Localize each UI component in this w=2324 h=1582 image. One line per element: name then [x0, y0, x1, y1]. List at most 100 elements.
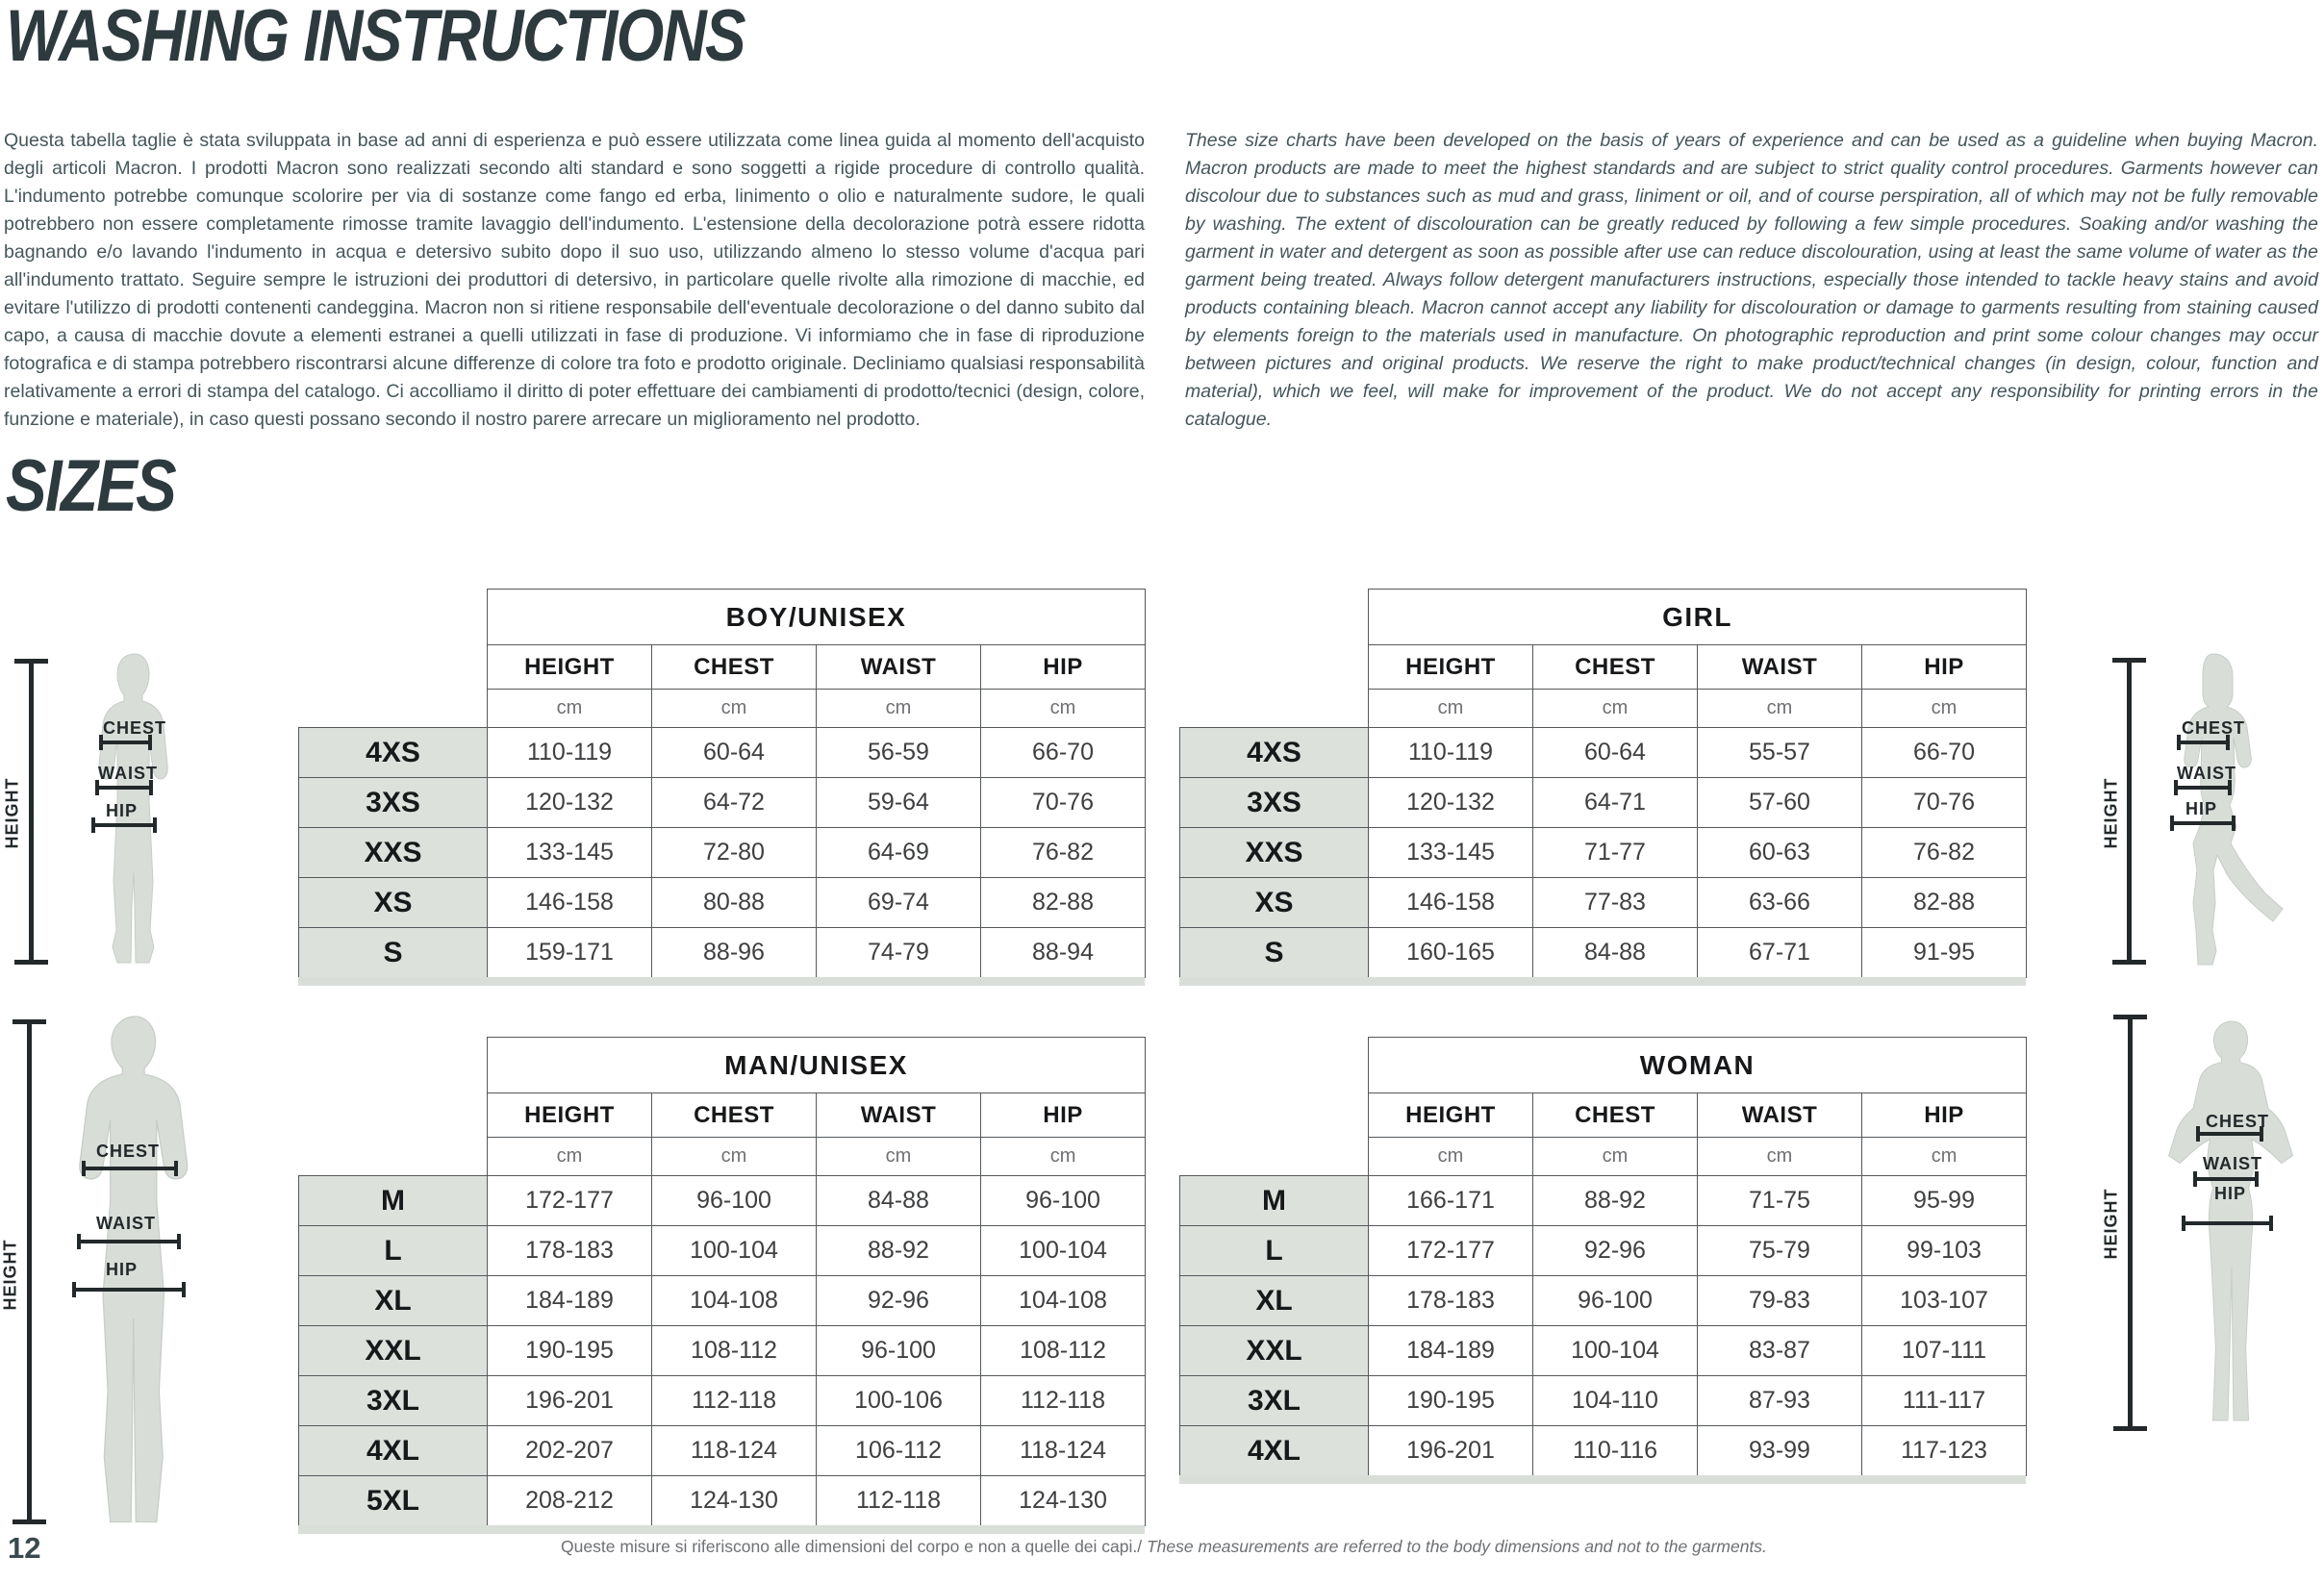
measurement-value: 110-119: [1368, 727, 1533, 778]
measurement-value: 108-112: [651, 1325, 817, 1376]
woman-silhouette: [2167, 1020, 2294, 1421]
measurement-value: 117-123: [1860, 1425, 2028, 1476]
column-header-chest: CHEST: [1532, 644, 1698, 690]
height-label: HEIGHT: [0, 1239, 20, 1311]
size-label: 3XS: [298, 777, 488, 828]
size-label: L: [298, 1225, 488, 1276]
table-corner-spacer: [298, 589, 488, 645]
measurement-value: 172-177: [487, 1175, 652, 1226]
unit-cell: cm: [1532, 689, 1698, 728]
measurement-value: 118-124: [979, 1425, 1147, 1476]
height-label: HEIGHT: [2, 777, 22, 849]
measurement-value: 107-111: [1860, 1325, 2028, 1376]
table-row: XXL 184-189 100-104 83-87 107-111: [1179, 1325, 2028, 1376]
man-measurement-figure: HEIGHT CHEST WAIST HIP: [0, 1010, 260, 1534]
measurement-value: 111-117: [1860, 1375, 2028, 1426]
size-table-host-junior-boy: BOY/UNISEX HEIGHT CHEST WAIST HIP cm cm cm cm 4XS…: [298, 589, 1147, 978]
chest-label: CHEST: [96, 1142, 161, 1161]
measurement-value: 146-158: [1368, 877, 1533, 928]
height-measure-line: [14, 659, 48, 965]
table-row: 4XL 202-207 118-124 106-112 118-124: [298, 1425, 1147, 1476]
girl-silhouette: [2184, 653, 2284, 966]
unit-cell: cm: [487, 1137, 652, 1176]
table-shadow-strip: [298, 1525, 1145, 1534]
unit-cell: cm: [1368, 1137, 1533, 1176]
column-header-height: HEIGHT: [1368, 644, 1533, 690]
chest-measure-bar: [2177, 735, 2230, 750]
table-title: WOMAN: [1367, 1037, 2028, 1093]
table-title: GIRL: [1367, 589, 2028, 645]
size-label: L: [1179, 1225, 1369, 1276]
measurement-value: 99-103: [1860, 1225, 2028, 1276]
table-row: 3XL 190-195 104-110 87-93 111-117: [1179, 1375, 2028, 1426]
measurement-value: 178-183: [1368, 1275, 1533, 1326]
measurement-value: 92-96: [816, 1275, 981, 1326]
hip-label: HIP: [106, 1260, 139, 1279]
height-measure-line: [2112, 658, 2146, 965]
table-row: XS 146-158 80-88 69-74 82-88: [298, 877, 1147, 928]
unit-cell: cm: [1697, 689, 1862, 728]
column-header-hip: HIP: [1860, 644, 2028, 690]
height-measure-line: [13, 1019, 46, 1524]
measurement-value: 112-118: [979, 1375, 1147, 1426]
size-label: 4XS: [298, 727, 488, 778]
table-title: MAN/UNISEX: [486, 1037, 1147, 1093]
unit-cell: cm: [816, 689, 981, 728]
unit-cell: cm: [651, 1137, 817, 1176]
measurement-value: 80-88: [651, 877, 817, 928]
measurement-value: 208-212: [487, 1475, 652, 1526]
measurement-value: 60-63: [1697, 827, 1862, 878]
waist-measure-bar: [2174, 780, 2232, 795]
size-label: M: [1179, 1175, 1369, 1226]
table-row: S 159-171 88-96 74-79 88-94: [298, 927, 1147, 978]
hip-measure-bar: [2170, 816, 2236, 831]
hip-label: HIP: [106, 801, 139, 820]
measurement-value: 57-60: [1697, 777, 1862, 828]
measurement-value: 95-99: [1860, 1175, 2028, 1226]
size-label: 4XL: [298, 1425, 488, 1476]
sizes-heading: SIZES: [6, 445, 177, 527]
unit-cell: cm: [487, 689, 652, 728]
measurement-value: 56-59: [816, 727, 981, 778]
page-title: WASHING INSTRUCTIONS: [6, 0, 746, 77]
table-corner-spacer: [298, 689, 488, 728]
column-header-waist: WAIST: [1697, 1092, 1862, 1138]
size-label: 4XL: [1179, 1425, 1369, 1476]
measurement-value: 100-104: [651, 1225, 817, 1276]
hip-label: HIP: [2185, 799, 2218, 818]
size-label: 3XL: [1179, 1375, 1369, 1426]
size-table-host-adult-woman: WOMAN HEIGHT CHEST WAIST HIP cm cm cm cm M 166-171…: [1179, 1037, 2028, 1476]
table-row: 5XL 208-212 124-130 112-118 124-130: [298, 1475, 1147, 1526]
measurement-value: 55-57: [1697, 727, 1862, 778]
table-row: 3XL 196-201 112-118 100-106 112-118: [298, 1375, 1147, 1426]
measurement-value: 76-82: [1860, 827, 2028, 878]
unit-cell: cm: [1860, 1137, 2028, 1176]
measurement-value: 71-75: [1697, 1175, 1862, 1226]
measurement-value: 106-112: [816, 1425, 981, 1476]
measurement-value: 100-104: [1532, 1325, 1698, 1376]
size-table-junior-girl: GIRL HEIGHT CHEST WAIST HIP cm cm cm cm 4XS 110-11…: [1179, 589, 2028, 978]
measurement-value: 110-119: [487, 727, 652, 778]
measurement-value: 76-82: [979, 827, 1147, 878]
measurement-value: 91-95: [1860, 927, 2028, 978]
measurement-value: 82-88: [1860, 877, 2028, 928]
measurement-value: 104-110: [1532, 1375, 1698, 1426]
measurement-value: 100-104: [979, 1225, 1147, 1276]
table-shadow-strip: [1179, 977, 2026, 986]
column-header-chest: CHEST: [1532, 1092, 1698, 1138]
measurement-value: 184-189: [487, 1275, 652, 1326]
table-row: M 172-177 96-100 84-88 96-100: [298, 1175, 1147, 1226]
unit-cell: cm: [1860, 689, 2028, 728]
intro-paragraph-italian: Questa tabella taglie è stata sviluppata…: [4, 130, 1145, 430]
size-table-adult-woman: WOMAN HEIGHT CHEST WAIST HIP cm cm cm cm M 166-171…: [1179, 1037, 2028, 1476]
size-table-junior-boy-unisex: BOY/UNISEX HEIGHT CHEST WAIST HIP cm cm cm cm 4XS…: [298, 589, 1147, 978]
table-shadow-strip: [298, 977, 1145, 986]
table-shadow-strip: [1179, 1475, 2026, 1484]
measurement-value: 178-183: [487, 1225, 652, 1276]
table-corner-spacer: [298, 1092, 488, 1138]
measurement-value: 104-108: [979, 1275, 1147, 1326]
height-measure-line: [2113, 1015, 2147, 1431]
unit-cell: cm: [816, 1137, 981, 1176]
measurement-value: 79-83: [1697, 1275, 1862, 1326]
